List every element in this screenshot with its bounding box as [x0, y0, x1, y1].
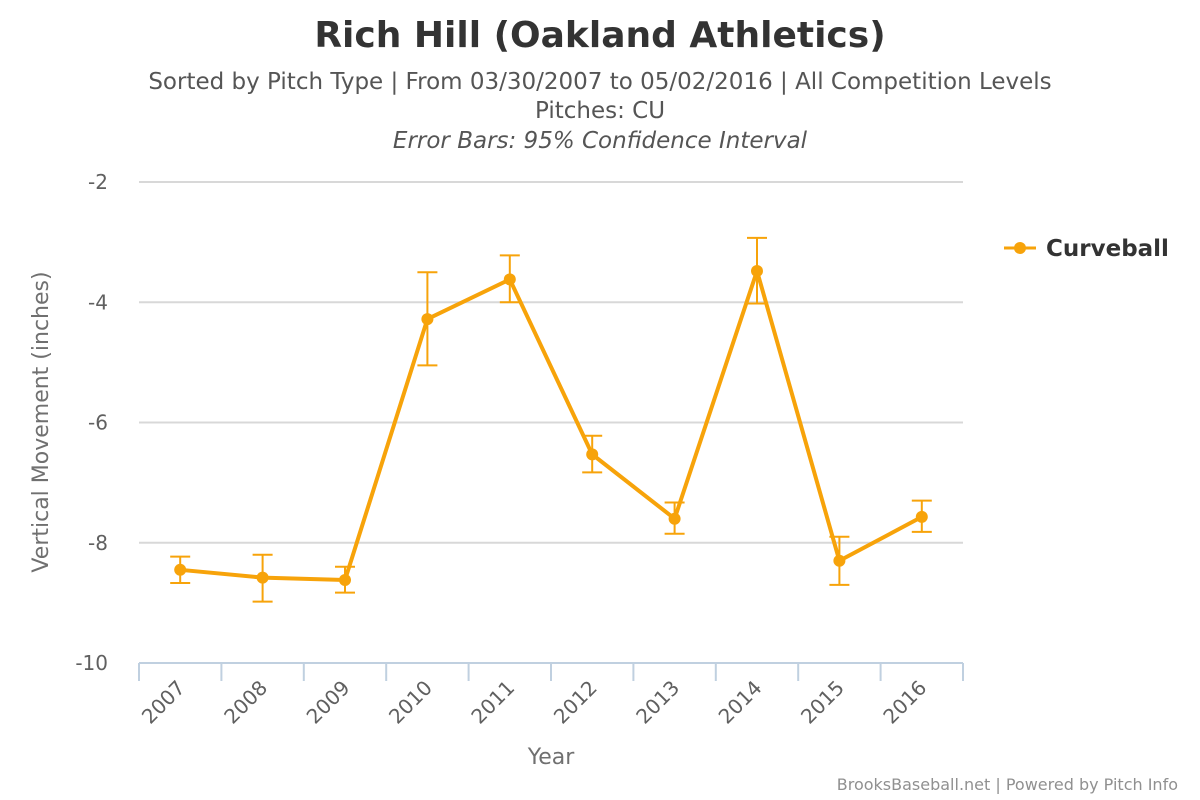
legend-label-curveball: Curveball — [1046, 236, 1169, 262]
y-tick-label: -2 — [88, 170, 108, 194]
x-axis: 2007 2008 2009 2010 2011 2012 2013 2014 2015 2016 — [137, 662, 964, 729]
series-line-curveball — [180, 268, 923, 583]
data-point — [174, 563, 187, 576]
data-point — [833, 554, 846, 567]
x-tick-label: 2016 — [878, 676, 931, 729]
series-lines — [180, 268, 923, 583]
data-point — [503, 273, 516, 286]
chart-subtitle: Sorted by Pitch Type | From 03/30/2007 t… — [148, 69, 1051, 95]
credits[interactable]: BrooksBaseball.net | Powered by Pitch In… — [837, 775, 1178, 794]
data-point — [586, 448, 599, 461]
y-tick-label: -6 — [88, 411, 108, 435]
data-point — [915, 510, 928, 523]
y-tick-label: -4 — [88, 290, 108, 314]
x-tick-label: 2014 — [714, 676, 767, 729]
y-tick-label: -10 — [75, 651, 108, 675]
x-tick-label: 2015 — [796, 676, 849, 729]
x-tick-label: 2010 — [384, 676, 437, 729]
chart-subtitle-pitches: Pitches: CU — [535, 98, 665, 124]
chart-title: Rich Hill (Oakland Athletics) — [314, 15, 885, 56]
series-points — [174, 264, 928, 587]
x-tick-label: 2013 — [631, 676, 684, 729]
grid-lines — [139, 181, 963, 544]
legend-marker-curveball — [1014, 242, 1026, 254]
data-point — [751, 264, 763, 277]
x-tick-label: 2007 — [137, 676, 190, 729]
y-tick-label: -8 — [88, 531, 108, 555]
data-point — [339, 574, 351, 587]
legend[interactable]: Curveball — [1004, 236, 1169, 262]
x-tick-label: 2011 — [466, 676, 519, 729]
data-point — [421, 313, 434, 326]
x-axis-title: Year — [527, 745, 576, 770]
chart-subtitle-error-bars: Error Bars: 95% Confidence Interval — [393, 128, 808, 154]
x-tick-label: 2009 — [302, 676, 355, 729]
data-point — [256, 571, 269, 584]
y-axis-ticks: -2 -4 -6 -8 -10 — [75, 170, 108, 675]
y-axis-title: Vertical Movement (inches) — [29, 271, 54, 572]
x-tick-label: 2012 — [549, 676, 602, 729]
data-point — [668, 512, 681, 525]
x-tick-label: 2008 — [219, 676, 272, 729]
error-bars — [170, 236, 932, 603]
